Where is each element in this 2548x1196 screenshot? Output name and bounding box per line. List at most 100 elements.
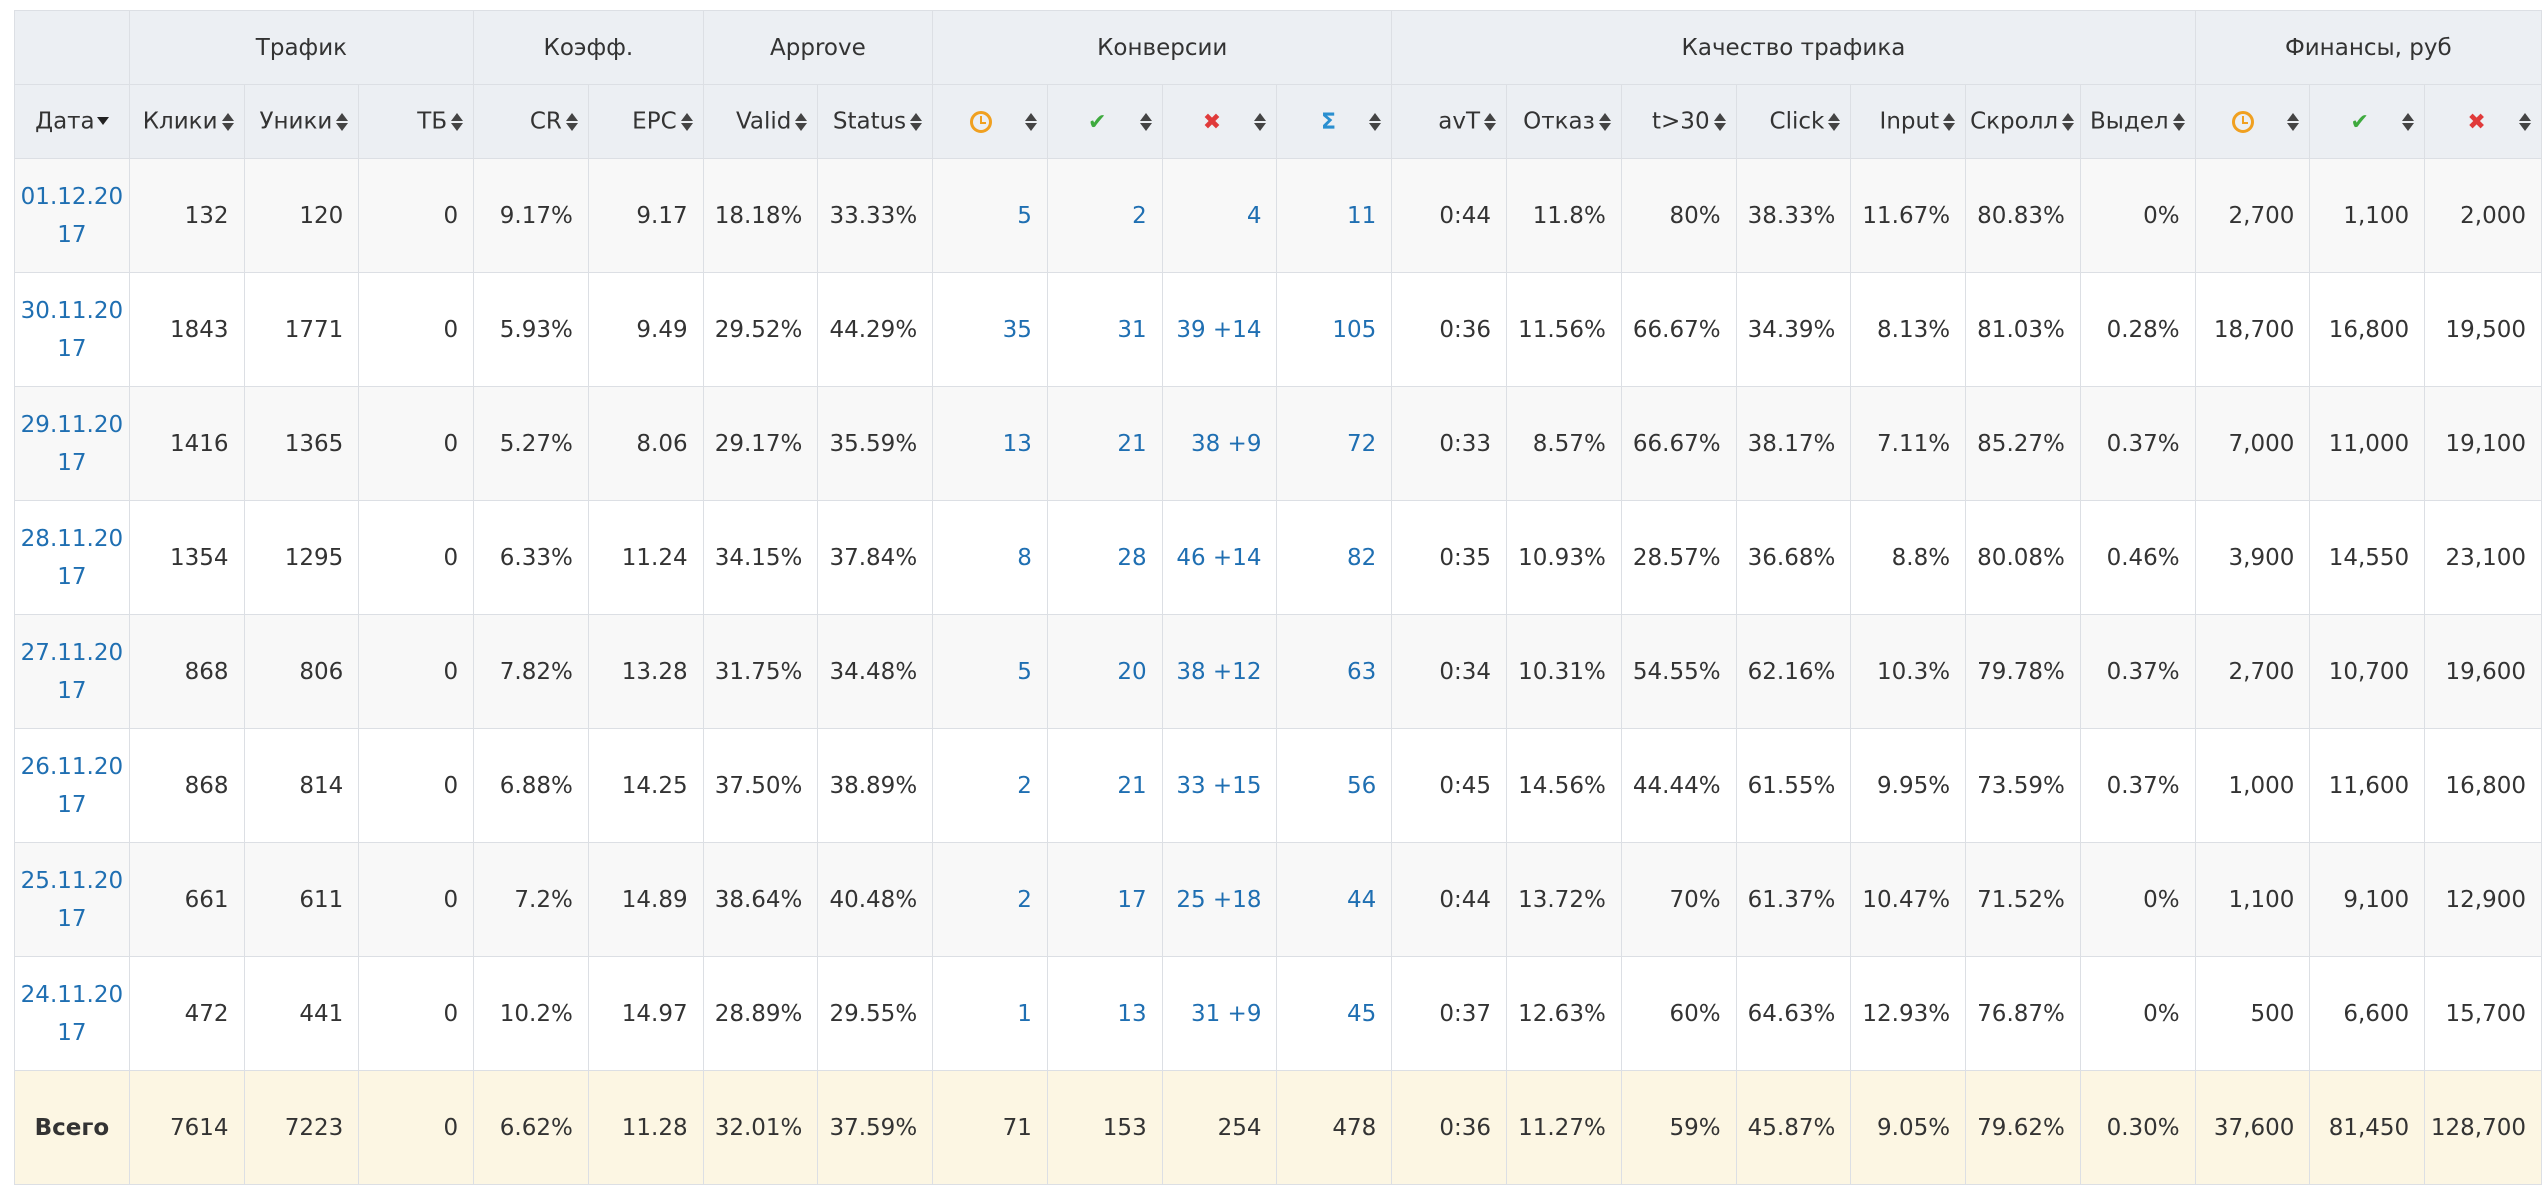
cell-conv-rejected[interactable]: 31 +9 <box>1161 956 1278 1071</box>
cell-date[interactable]: 27.11.2017 <box>14 614 130 729</box>
col-header-bounce[interactable]: Отказ <box>1506 84 1622 159</box>
col-header-conv-rejected[interactable]: ✖ <box>1161 84 1278 159</box>
cell-date[interactable]: 25.11.2017 <box>14 842 130 957</box>
cell-conv-approved[interactable]: 13 <box>1046 956 1163 1071</box>
cell-conv-approved[interactable]: 21 <box>1046 728 1163 843</box>
cell-conv-sum[interactable]: 82 <box>1276 500 1393 615</box>
cell-conv-approved[interactable]: 21 <box>1046 386 1163 501</box>
conv-rejected-link[interactable]: 38 +9 <box>1190 430 1262 457</box>
cell-conv-rejected[interactable]: 4 <box>1161 158 1278 273</box>
conv-sum-link[interactable]: 11 <box>1347 202 1377 229</box>
col-header-clicks[interactable]: Клики <box>128 84 245 159</box>
conv-sum-link[interactable]: 44 <box>1347 886 1377 913</box>
conv-approved-link[interactable]: 21 <box>1117 430 1147 457</box>
conv-pending-link[interactable]: 5 <box>1017 658 1032 685</box>
cell-conv-pending[interactable]: 2 <box>932 842 1048 957</box>
conv-approved-link[interactable]: 31 <box>1117 316 1147 343</box>
conv-rejected-link[interactable]: 31 +9 <box>1190 1000 1262 1027</box>
cell-conv-rejected[interactable]: 39 +14 <box>1161 272 1278 387</box>
col-header-conv-approved[interactable]: ✔ <box>1046 84 1163 159</box>
col-header-fin-rejected[interactable]: ✖ <box>2424 84 2542 159</box>
cell-date[interactable]: 24.11.2017 <box>14 956 130 1071</box>
col-header-t30[interactable]: t>30 <box>1620 84 1737 159</box>
conv-sum-link[interactable]: 82 <box>1347 544 1377 571</box>
date-link[interactable]: 01.12.2017 <box>20 183 124 248</box>
cell-conv-sum[interactable]: 63 <box>1276 614 1393 729</box>
col-header-conv-pending[interactable] <box>932 84 1048 159</box>
cell-conv-sum[interactable]: 72 <box>1276 386 1393 501</box>
cell-conv-approved[interactable]: 31 <box>1046 272 1163 387</box>
col-header-cr[interactable]: CR <box>473 84 589 159</box>
col-header-status[interactable]: Status <box>817 84 934 159</box>
col-header-input[interactable]: Input <box>1850 84 1967 159</box>
col-header-fin-approved[interactable]: ✔ <box>2309 84 2426 159</box>
cell-date[interactable]: 26.11.2017 <box>14 728 130 843</box>
cell-conv-sum[interactable]: 105 <box>1276 272 1393 387</box>
col-header-valid[interactable]: Valid <box>702 84 819 159</box>
col-header-click[interactable]: Click <box>1735 84 1852 159</box>
conv-approved-link[interactable]: 28 <box>1117 544 1147 571</box>
conv-rejected-link[interactable]: 38 +12 <box>1176 658 1262 685</box>
col-header-date[interactable]: Дата <box>14 84 130 159</box>
cell-conv-pending[interactable]: 5 <box>932 614 1048 729</box>
conv-rejected-link[interactable]: 4 <box>1246 202 1262 229</box>
cell-conv-pending[interactable]: 13 <box>932 386 1048 501</box>
conv-sum-link[interactable]: 72 <box>1347 430 1377 457</box>
cell-conv-pending[interactable]: 1 <box>932 956 1048 1071</box>
conv-pending-link[interactable]: 8 <box>1017 544 1032 571</box>
cell-date[interactable]: 30.11.2017 <box>14 272 130 387</box>
conv-sum-link[interactable]: 63 <box>1347 658 1377 685</box>
date-link[interactable]: 25.11.2017 <box>20 867 124 932</box>
col-header-avt[interactable]: avT <box>1391 84 1508 159</box>
conv-rejected-link[interactable]: 39 +14 <box>1176 316 1262 343</box>
cell-conv-rejected[interactable]: 38 +12 <box>1161 614 1278 729</box>
cell-conv-pending[interactable]: 8 <box>932 500 1048 615</box>
cell-conv-sum[interactable]: 11 <box>1276 158 1393 273</box>
cell-conv-sum[interactable]: 45 <box>1276 956 1393 1071</box>
cell-conv-rejected[interactable]: 38 +9 <box>1161 386 1278 501</box>
col-header-fin-pending[interactable] <box>2194 84 2311 159</box>
conv-pending-link[interactable]: 2 <box>1017 772 1032 799</box>
conv-pending-link[interactable]: 13 <box>1002 430 1032 457</box>
conv-pending-link[interactable]: 5 <box>1017 202 1032 229</box>
conv-sum-link[interactable]: 45 <box>1347 1000 1377 1027</box>
date-link[interactable]: 24.11.2017 <box>20 981 124 1046</box>
conv-approved-link[interactable]: 20 <box>1117 658 1147 685</box>
date-link[interactable]: 29.11.2017 <box>20 411 124 476</box>
date-link[interactable]: 26.11.2017 <box>20 753 124 818</box>
cell-conv-pending[interactable]: 2 <box>932 728 1048 843</box>
conv-sum-link[interactable]: 56 <box>1347 772 1377 799</box>
col-header-tb[interactable]: ТБ <box>358 84 475 159</box>
col-header-epc[interactable]: EPC <box>587 84 704 159</box>
cell-date[interactable]: 28.11.2017 <box>14 500 130 615</box>
date-link[interactable]: 30.11.2017 <box>20 297 124 362</box>
date-link[interactable]: 28.11.2017 <box>20 525 124 590</box>
cell-conv-approved[interactable]: 17 <box>1046 842 1163 957</box>
cell-conv-sum[interactable]: 56 <box>1276 728 1393 843</box>
cell-conv-rejected[interactable]: 46 +14 <box>1161 500 1278 615</box>
conv-rejected-link[interactable]: 33 +15 <box>1176 772 1262 799</box>
date-link[interactable]: 27.11.2017 <box>20 639 124 704</box>
conv-approved-link[interactable]: 17 <box>1117 886 1147 913</box>
cell-date[interactable]: 01.12.2017 <box>14 158 130 273</box>
conv-approved-link[interactable]: 21 <box>1117 772 1147 799</box>
conv-pending-link[interactable]: 1 <box>1017 1000 1032 1027</box>
cell-conv-pending[interactable]: 35 <box>932 272 1048 387</box>
conv-pending-link[interactable]: 35 <box>1002 316 1032 343</box>
conv-rejected-link[interactable]: 46 +14 <box>1176 544 1262 571</box>
col-header-uniques[interactable]: Уники <box>243 84 360 159</box>
cell-conv-approved[interactable]: 28 <box>1046 500 1163 615</box>
conv-approved-link[interactable]: 13 <box>1117 1000 1147 1027</box>
col-header-scroll[interactable]: Скролл <box>1965 84 2081 159</box>
cell-conv-rejected[interactable]: 33 +15 <box>1161 728 1278 843</box>
cell-conv-approved[interactable]: 2 <box>1046 158 1163 273</box>
col-header-conv-sum[interactable]: Σ <box>1276 84 1393 159</box>
conv-rejected-link[interactable]: 25 +18 <box>1176 886 1262 913</box>
cell-date[interactable]: 29.11.2017 <box>14 386 130 501</box>
cell-conv-approved[interactable]: 20 <box>1046 614 1163 729</box>
conv-approved-link[interactable]: 2 <box>1132 202 1147 229</box>
conv-pending-link[interactable]: 2 <box>1017 886 1032 913</box>
conv-sum-link[interactable]: 105 <box>1332 316 1377 343</box>
cell-conv-pending[interactable]: 5 <box>932 158 1048 273</box>
cell-conv-sum[interactable]: 44 <box>1276 842 1393 957</box>
